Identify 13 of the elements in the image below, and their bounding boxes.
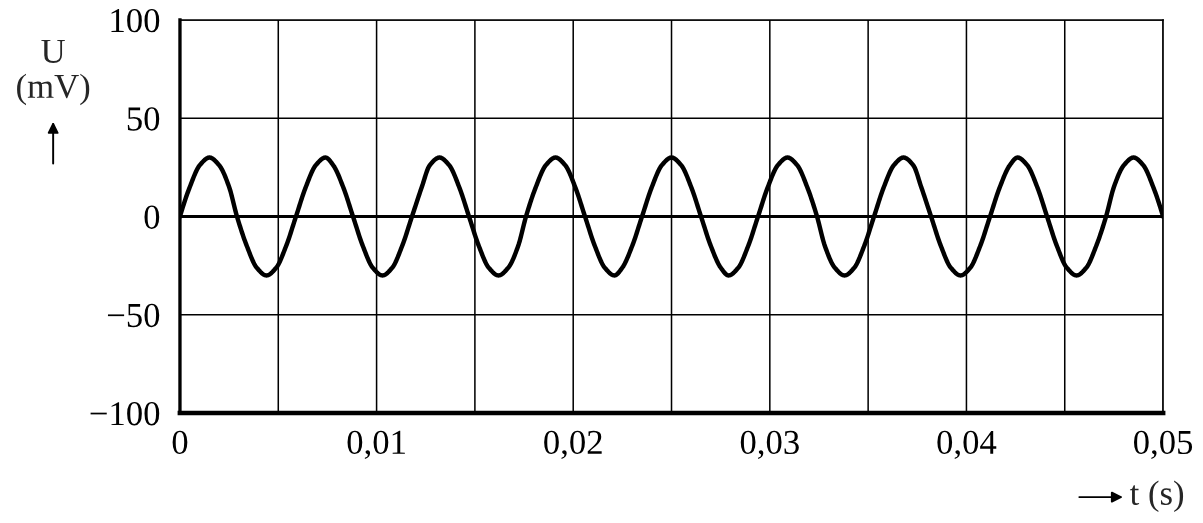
x-axis-title: t (s): [1129, 480, 1184, 513]
y-tick-label: −50: [107, 303, 160, 328]
x-tick-label: 0: [172, 430, 188, 455]
x-tick-label: 0,02: [544, 430, 602, 460]
y-tick-label: 0: [144, 205, 160, 229]
y-axis-title: U (mV): [17, 39, 90, 106]
x-tick-label: 0,01: [347, 430, 405, 460]
y-tick-label: 50: [127, 107, 160, 131]
x-tick-label: 0,04: [937, 430, 997, 460]
y-tick-label: −100: [90, 401, 160, 426]
x-tick-label: 0,05: [1134, 430, 1193, 460]
y-tick-label: 100: [111, 8, 160, 33]
x-tick-label: 0,03: [740, 430, 799, 460]
